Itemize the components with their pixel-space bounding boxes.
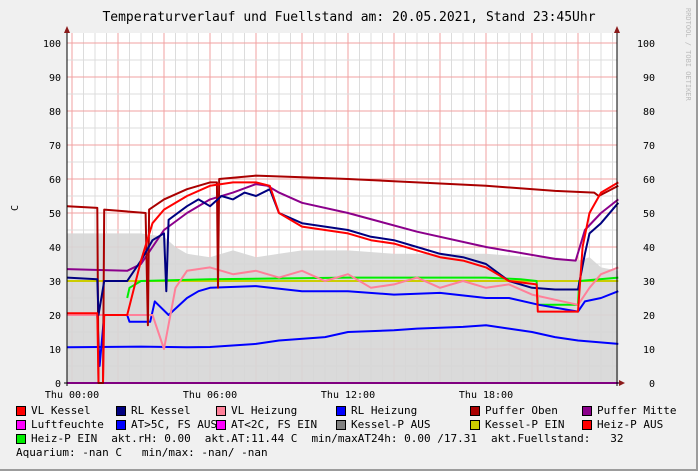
legend-item: Puffer Mitte [582, 404, 676, 418]
legend-item: Heiz-P AUS [582, 418, 663, 432]
y-tick-label-left: 10 [49, 345, 61, 356]
y-tick-label-left: 20 [49, 311, 61, 322]
legend-swatch [116, 406, 126, 416]
y-tick-label-right: 30 [643, 277, 655, 288]
y-tick-label-left: 40 [49, 243, 61, 254]
y-tick-label-left: 100 [43, 39, 61, 50]
watermark: RRDTOOL / TOBI OETIKER [684, 8, 692, 102]
y-tick-label-right: 90 [643, 73, 655, 84]
y-tick-label-right: 10 [643, 345, 655, 356]
fuellstand: akt.Fuellstand: 32 [491, 432, 624, 445]
legend-item: Kessel-P EIN [470, 418, 582, 432]
legend-item: VL Heizung [216, 404, 336, 418]
legend-swatch [336, 420, 346, 430]
legend-label: Heiz-P EIN [31, 432, 98, 445]
legend-swatch [116, 420, 126, 430]
y-tick-label-right: 70 [643, 141, 655, 152]
y-tick-label-right: 50 [643, 209, 655, 220]
legend-item: Luftfeuchte [16, 418, 116, 432]
legend-swatch [16, 406, 26, 416]
legend-label: Puffer Oben [485, 404, 558, 417]
y-tick-label-right: 60 [643, 175, 655, 186]
legend-item: RL Kessel [116, 404, 216, 418]
arrow-up-icon [64, 26, 70, 33]
legend-swatch [336, 406, 346, 416]
akt-at: akt.AT:11.44 C [204, 432, 298, 445]
legend-label: VL Kessel [31, 404, 91, 417]
legend-item: RL Heizung [336, 404, 470, 418]
legend-item: VL Kessel [16, 404, 116, 418]
legend-label: Kessel-P EIN [485, 418, 565, 431]
legend-label: VL Heizung [231, 404, 298, 417]
legend-swatch [582, 406, 592, 416]
legend-swatch [470, 420, 480, 430]
legend-label: Kessel-P AUS [351, 418, 431, 431]
series-puffer-oben [67, 174, 619, 384]
legend-label: Luftfeuchte [31, 418, 104, 431]
y-tick-label-left: 60 [49, 175, 61, 186]
y-tick-label-left: 30 [49, 277, 61, 288]
legend-item: AT<2C, FS EIN [216, 418, 336, 432]
legend-item: Puffer Oben [470, 404, 582, 418]
series-at-5c-fs-aus [67, 324, 619, 349]
legend-label: Heiz-P AUS [597, 418, 664, 431]
legend-label: AT<2C, FS EIN [231, 418, 318, 431]
legend-swatch [470, 406, 480, 416]
x-tick-label: Thu 06:00 [183, 390, 237, 400]
arrow-up-icon [614, 26, 620, 33]
legend-label: RL Kessel [131, 404, 191, 417]
y-tick-label-left: 70 [49, 141, 61, 152]
y-tick-label-right: 80 [643, 107, 655, 118]
x-tick-label: Thu 12:00 [321, 390, 375, 400]
y-tick-label-left: 90 [49, 73, 61, 84]
y-tick-label-left: 0 [55, 379, 61, 390]
legend-swatch [216, 406, 226, 416]
legend-label: RL Heizung [351, 404, 418, 417]
minmax-at: min/maxAT24h: 0.00 /17.31 [311, 432, 478, 445]
legend-label: AT>5C, FS AUS [131, 418, 218, 431]
legend: VL Kessel RL Kessel VL Heizung RL Heizung Pu… [16, 404, 690, 460]
series-vl-kessel [67, 181, 619, 384]
y-tick-label-right: 20 [643, 311, 655, 322]
legend-item: Heiz-P EIN [16, 432, 97, 446]
legend-swatch [216, 420, 226, 430]
y-tick-label-right: 100 [637, 39, 655, 50]
area-kessel-p-aus [67, 233, 619, 383]
y-axis-label: C [10, 205, 21, 211]
legend-swatch [16, 420, 26, 430]
aquarium: Aquarium: -nan C min/max: -nan/ -nan [16, 446, 268, 459]
y-tick-label-right: 40 [643, 243, 655, 254]
y-tick-label-left: 80 [49, 107, 61, 118]
legend-label: Puffer Mitte [597, 404, 677, 417]
akt-rh: akt.rH: 0.00 [111, 432, 191, 445]
legend-item: AT>5C, FS AUS [116, 418, 218, 432]
chart-title: Temperaturverlauf und Fuellstand am: 20.… [102, 10, 595, 25]
temperature-chart: Temperaturverlauf und Fuellstand am: 20.… [10, 8, 692, 400]
legend-item: Kessel-P AUS [336, 418, 470, 432]
series-vl-heizung [67, 266, 619, 350]
y-tick-label-left: 50 [49, 209, 61, 220]
arrow-right-icon [619, 380, 625, 386]
y-tick-label-right: 0 [649, 379, 655, 390]
series-puffer-mitte [67, 183, 619, 272]
x-tick-label: Thu 00:00 [45, 390, 99, 400]
x-tick-label: Thu 18:00 [459, 390, 513, 400]
legend-swatch [16, 434, 26, 444]
legend-swatch [582, 420, 592, 430]
